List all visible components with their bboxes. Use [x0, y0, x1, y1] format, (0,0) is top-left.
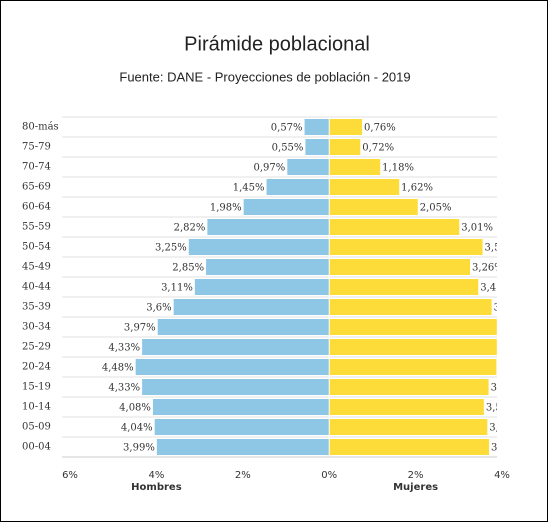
bar [329, 299, 492, 315]
bar [329, 379, 489, 395]
data-label: 2,05% [420, 203, 452, 214]
bar [329, 179, 400, 195]
bar [329, 139, 361, 155]
bar [329, 339, 497, 355]
bar [329, 399, 484, 415]
bar [188, 239, 330, 255]
x-tick-label: 2% [235, 470, 251, 481]
y-tick-label: 30-34 [22, 322, 51, 333]
y-tick-label: 20-24 [22, 362, 51, 373]
data-label: 1,18% [382, 163, 414, 174]
bar [304, 119, 330, 135]
data-label: 1,45% [233, 183, 265, 194]
bar [206, 259, 330, 275]
y-tick-label: 50-54 [22, 242, 51, 253]
x-tick-label: 0% [321, 470, 337, 481]
data-label: 3,11% [161, 283, 193, 294]
y-tick-label: 10-14 [22, 402, 51, 413]
data-label: 1,62% [401, 183, 433, 194]
data-label: 4,08% [119, 403, 151, 414]
bar [194, 279, 330, 295]
data-label: 3,69% [491, 383, 523, 394]
bar [329, 159, 381, 175]
bar [207, 219, 330, 235]
y-tick-label: 75-79 [22, 142, 51, 153]
bar [329, 279, 479, 295]
data-label: 4,48% [102, 363, 134, 374]
data-label: 0,97% [254, 163, 286, 174]
y-tick-label: 05-09 [22, 422, 51, 433]
y-tick-label: 25-29 [22, 342, 51, 353]
bar [173, 299, 330, 315]
y-tick-label: 40-44 [22, 282, 51, 293]
data-label: 3,01% [461, 223, 493, 234]
x-tick-label: 6% [62, 470, 78, 481]
data-label: 3,58% [486, 403, 518, 414]
bar [157, 319, 330, 335]
plot-area: 0,57% 0,76% 0,55% 0,72% 0,97% 1,18% 1,45% 1,62%… [62, 116, 526, 458]
legend-label: Hombres [131, 482, 182, 493]
data-label: 4,33% [108, 383, 140, 394]
y-tick-label: 60-64 [22, 202, 51, 213]
data-label: 3,99% [123, 443, 155, 454]
y-tick-label: 55-59 [22, 222, 51, 233]
y-tick-label: 00-04 [22, 442, 51, 453]
bar [329, 239, 483, 255]
data-label: 3,6% [146, 303, 171, 314]
y-tick-label: 45-49 [22, 262, 51, 273]
data-label: 3,76% [494, 303, 526, 314]
bar [287, 159, 330, 175]
bar [329, 259, 471, 275]
x-tick-label: 4% [148, 470, 164, 481]
y-tick-label: 65-69 [22, 182, 51, 193]
y-tick-label: 15-19 [22, 382, 51, 393]
bar [305, 139, 330, 155]
y-tick-label: 70-74 [22, 162, 51, 173]
chart-subtitle: Fuente: DANE - Proyecciones de población… [119, 69, 410, 84]
data-label: 0,57% [271, 123, 303, 134]
bar [135, 359, 330, 375]
y-tick-label: 35-39 [22, 302, 51, 313]
bar [329, 419, 488, 435]
bar [329, 199, 418, 215]
bar [329, 319, 497, 335]
bar [329, 219, 460, 235]
data-label: 3,45% [480, 283, 512, 294]
data-label: 3,97% [124, 323, 156, 334]
data-label: 1,98% [210, 203, 242, 214]
bar [243, 199, 330, 215]
x-tick-label: 4% [494, 470, 510, 481]
data-label: 4,33% [108, 343, 140, 354]
data-label: 3,26% [472, 263, 504, 274]
y-tick-label: 80-más [22, 122, 59, 133]
bar [142, 339, 330, 355]
data-label: 2,85% [172, 263, 204, 274]
data-label: 0,55% [272, 143, 304, 154]
bar [329, 439, 490, 455]
x-tick-label: 2% [408, 470, 424, 481]
bar [154, 419, 330, 435]
data-label: 3,25% [155, 243, 187, 254]
bar [266, 179, 330, 195]
data-label: 0,72% [362, 143, 394, 154]
bar [329, 359, 497, 375]
data-label: 3,7% [491, 443, 516, 454]
bar [156, 439, 330, 455]
data-label: 4,04% [121, 423, 153, 434]
bar [152, 399, 330, 415]
bar [142, 379, 330, 395]
legend-label: Mujeres [393, 482, 438, 493]
data-label: 3,55% [485, 243, 517, 254]
data-label: 2,82% [174, 223, 206, 234]
data-label: 3,66% [489, 423, 521, 434]
chart-title: Pirámide poblacional [184, 33, 370, 55]
bar [329, 119, 363, 135]
data-label: 0,76% [364, 123, 396, 134]
